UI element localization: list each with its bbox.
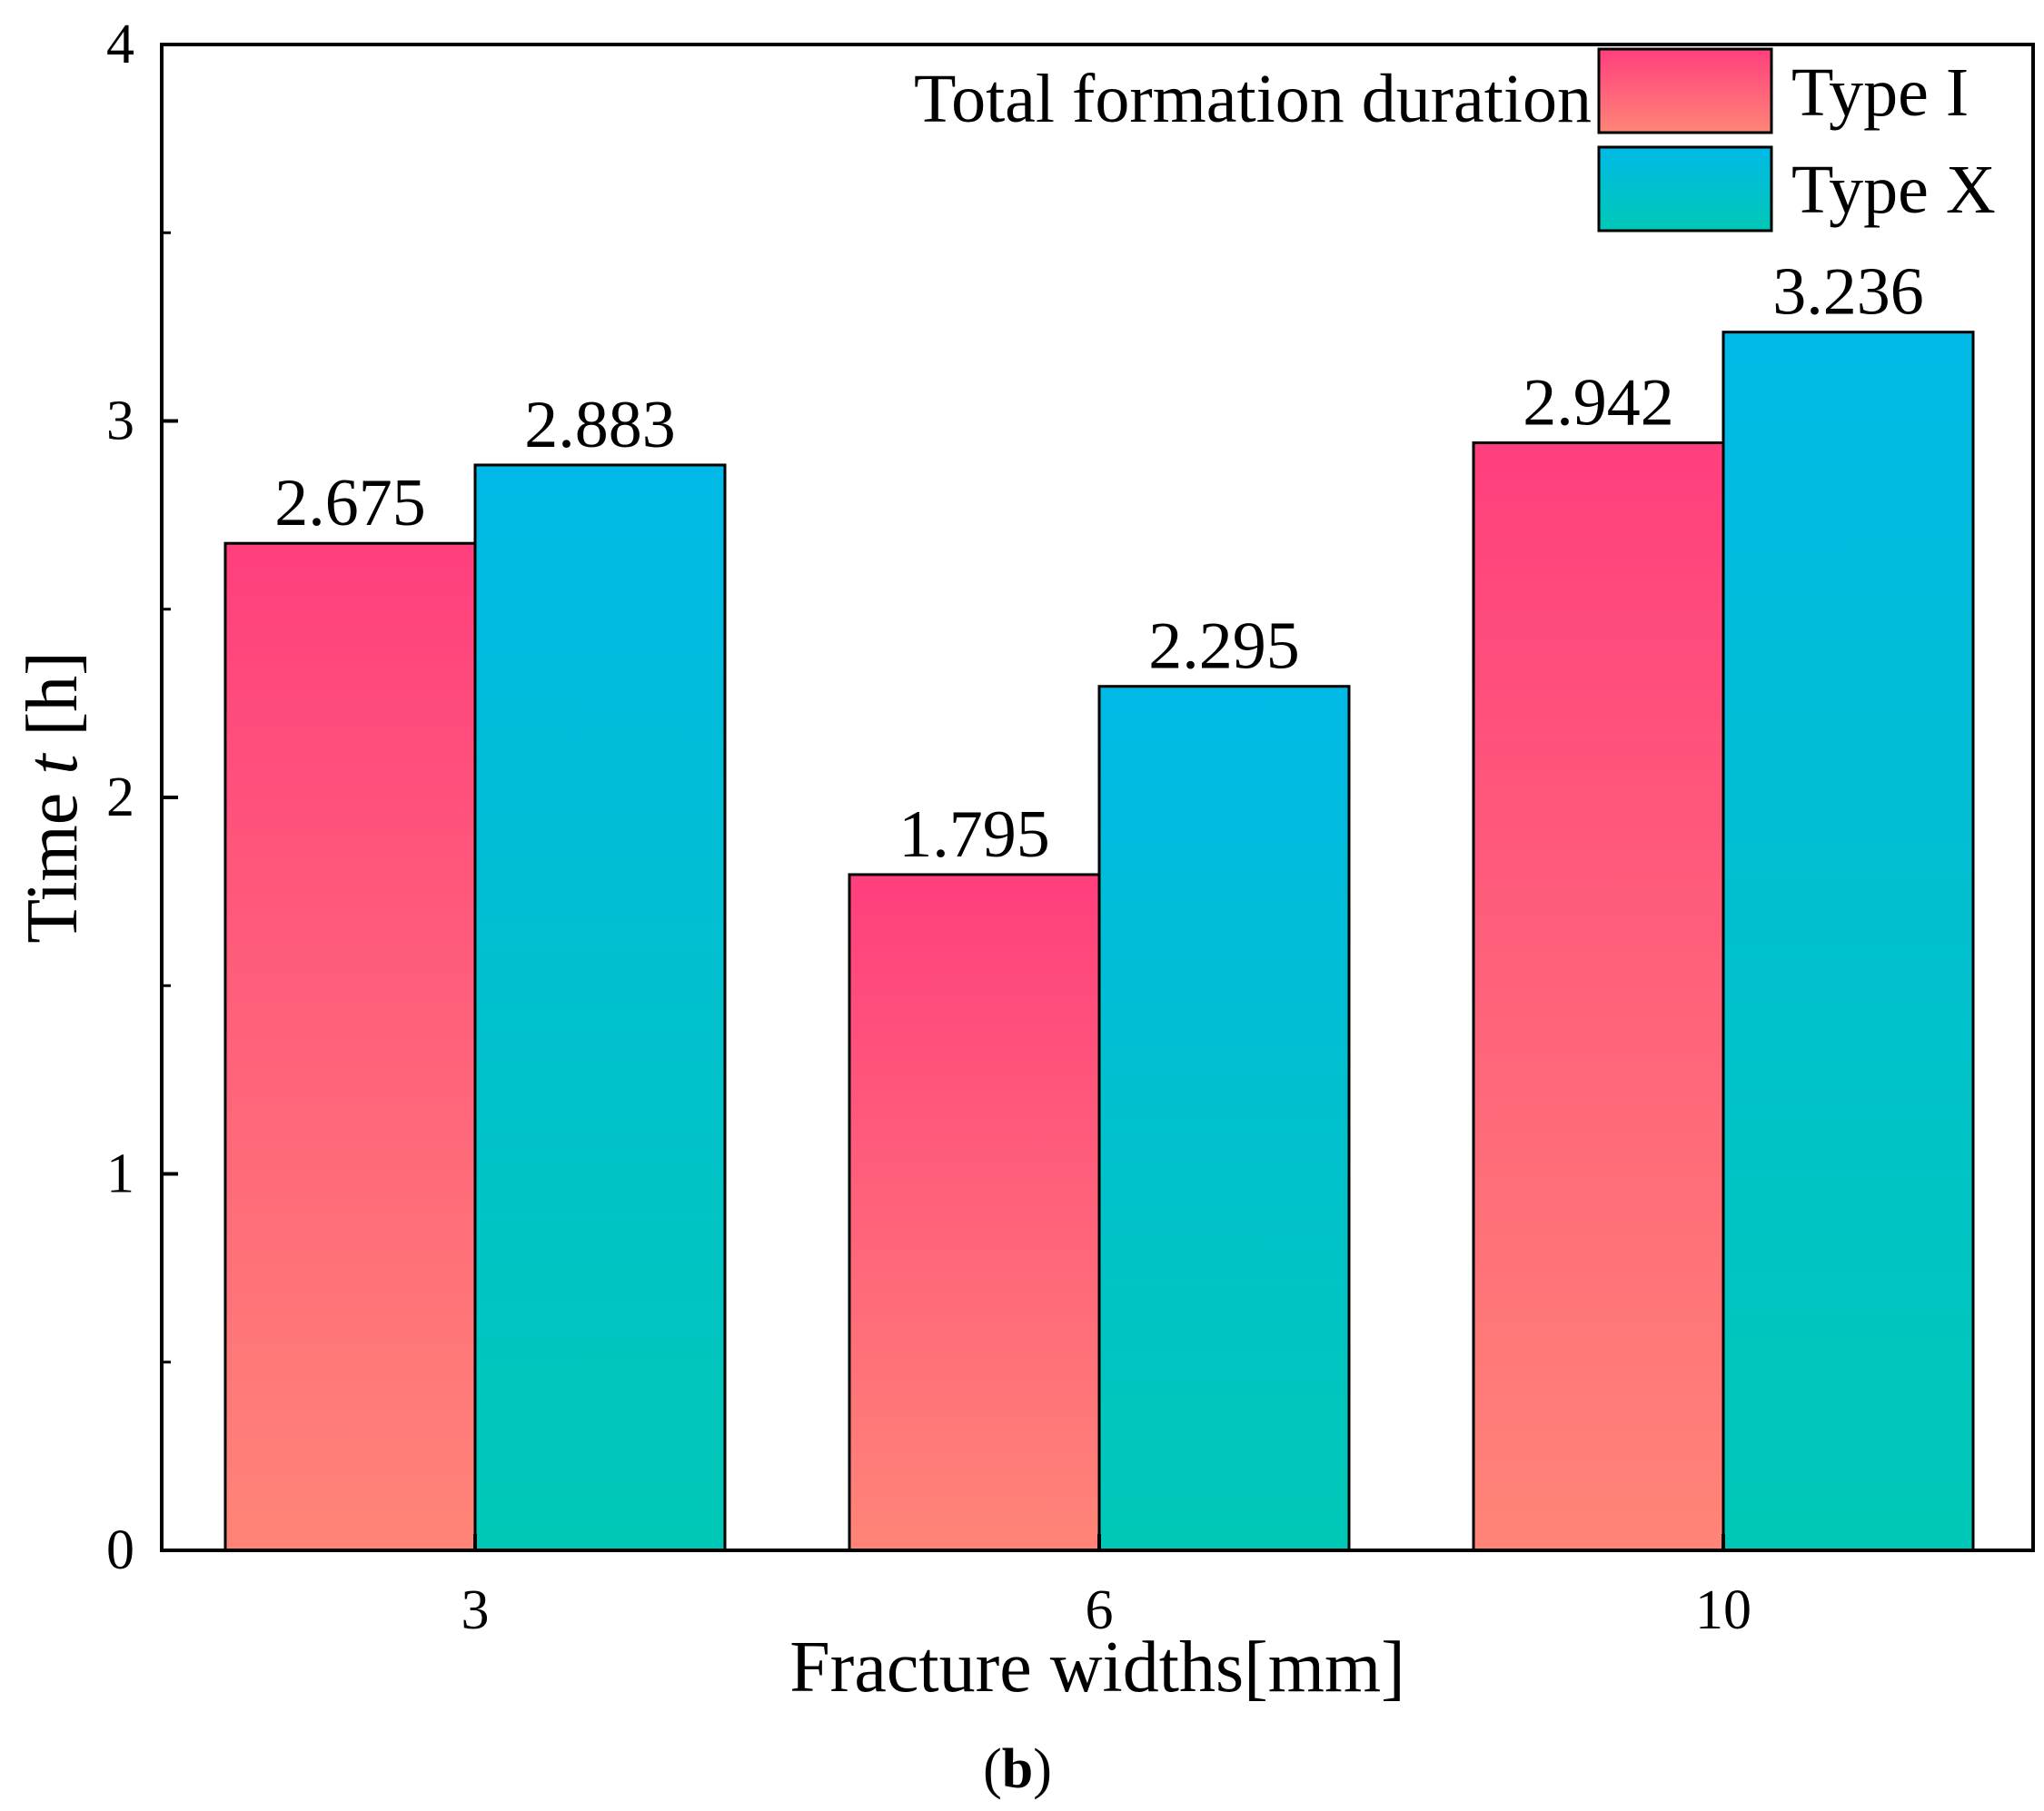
legend-title: Total formation duration xyxy=(914,61,1592,137)
bar-type-x-3 xyxy=(473,463,727,1552)
data-label-type-i-6: 1.795 xyxy=(898,797,1050,872)
data-label-type-i-3: 2.675 xyxy=(274,466,426,540)
y-tick-label: 4 xyxy=(106,14,134,75)
legend-swatch-type-x xyxy=(1597,145,1773,233)
x-tick-label: 6 xyxy=(1086,1579,1114,1641)
y-tick-label: 2 xyxy=(106,767,134,828)
legend-label-type-i: Type I xyxy=(1791,54,1969,131)
bar-type-x-10 xyxy=(1722,331,1975,1552)
bars-layer xyxy=(223,331,1975,1552)
y-tick-label: 3 xyxy=(106,391,134,452)
bar-type-i-10 xyxy=(1472,441,1725,1552)
y-tick-label: 1 xyxy=(106,1143,134,1205)
x-tick-label: 10 xyxy=(1695,1579,1751,1641)
data-label-type-x-10: 3.236 xyxy=(1772,255,1924,330)
bar-type-i-3 xyxy=(223,541,477,1552)
legend-label-type-x: Type X xyxy=(1791,152,1996,228)
y-tick-label: 0 xyxy=(106,1519,134,1581)
data-labels-layer: 2.675 2.883 1.795 2.295 2.942 3.236 xyxy=(274,255,1924,872)
data-label-type-i-10: 2.942 xyxy=(1523,366,1674,440)
bar-type-i-6 xyxy=(848,873,1101,1552)
x-axis: 3 6 10 xyxy=(461,1534,1751,1641)
legend-swatch-type-i xyxy=(1597,47,1773,134)
data-label-type-x-6: 2.295 xyxy=(1148,609,1300,684)
bar-type-x-6 xyxy=(1097,685,1351,1552)
data-label-type-x-3: 2.883 xyxy=(524,388,676,462)
legend: Total formation duration Type I Type X xyxy=(914,47,1996,233)
y-axis-title: Time t [h] xyxy=(13,651,93,944)
panel-label: (b) xyxy=(983,1738,1052,1800)
x-axis-title: Fracture widths[mm] xyxy=(789,1628,1405,1707)
y-axis: 0 1 2 3 4 xyxy=(106,14,178,1581)
x-tick-label: 3 xyxy=(461,1579,490,1641)
